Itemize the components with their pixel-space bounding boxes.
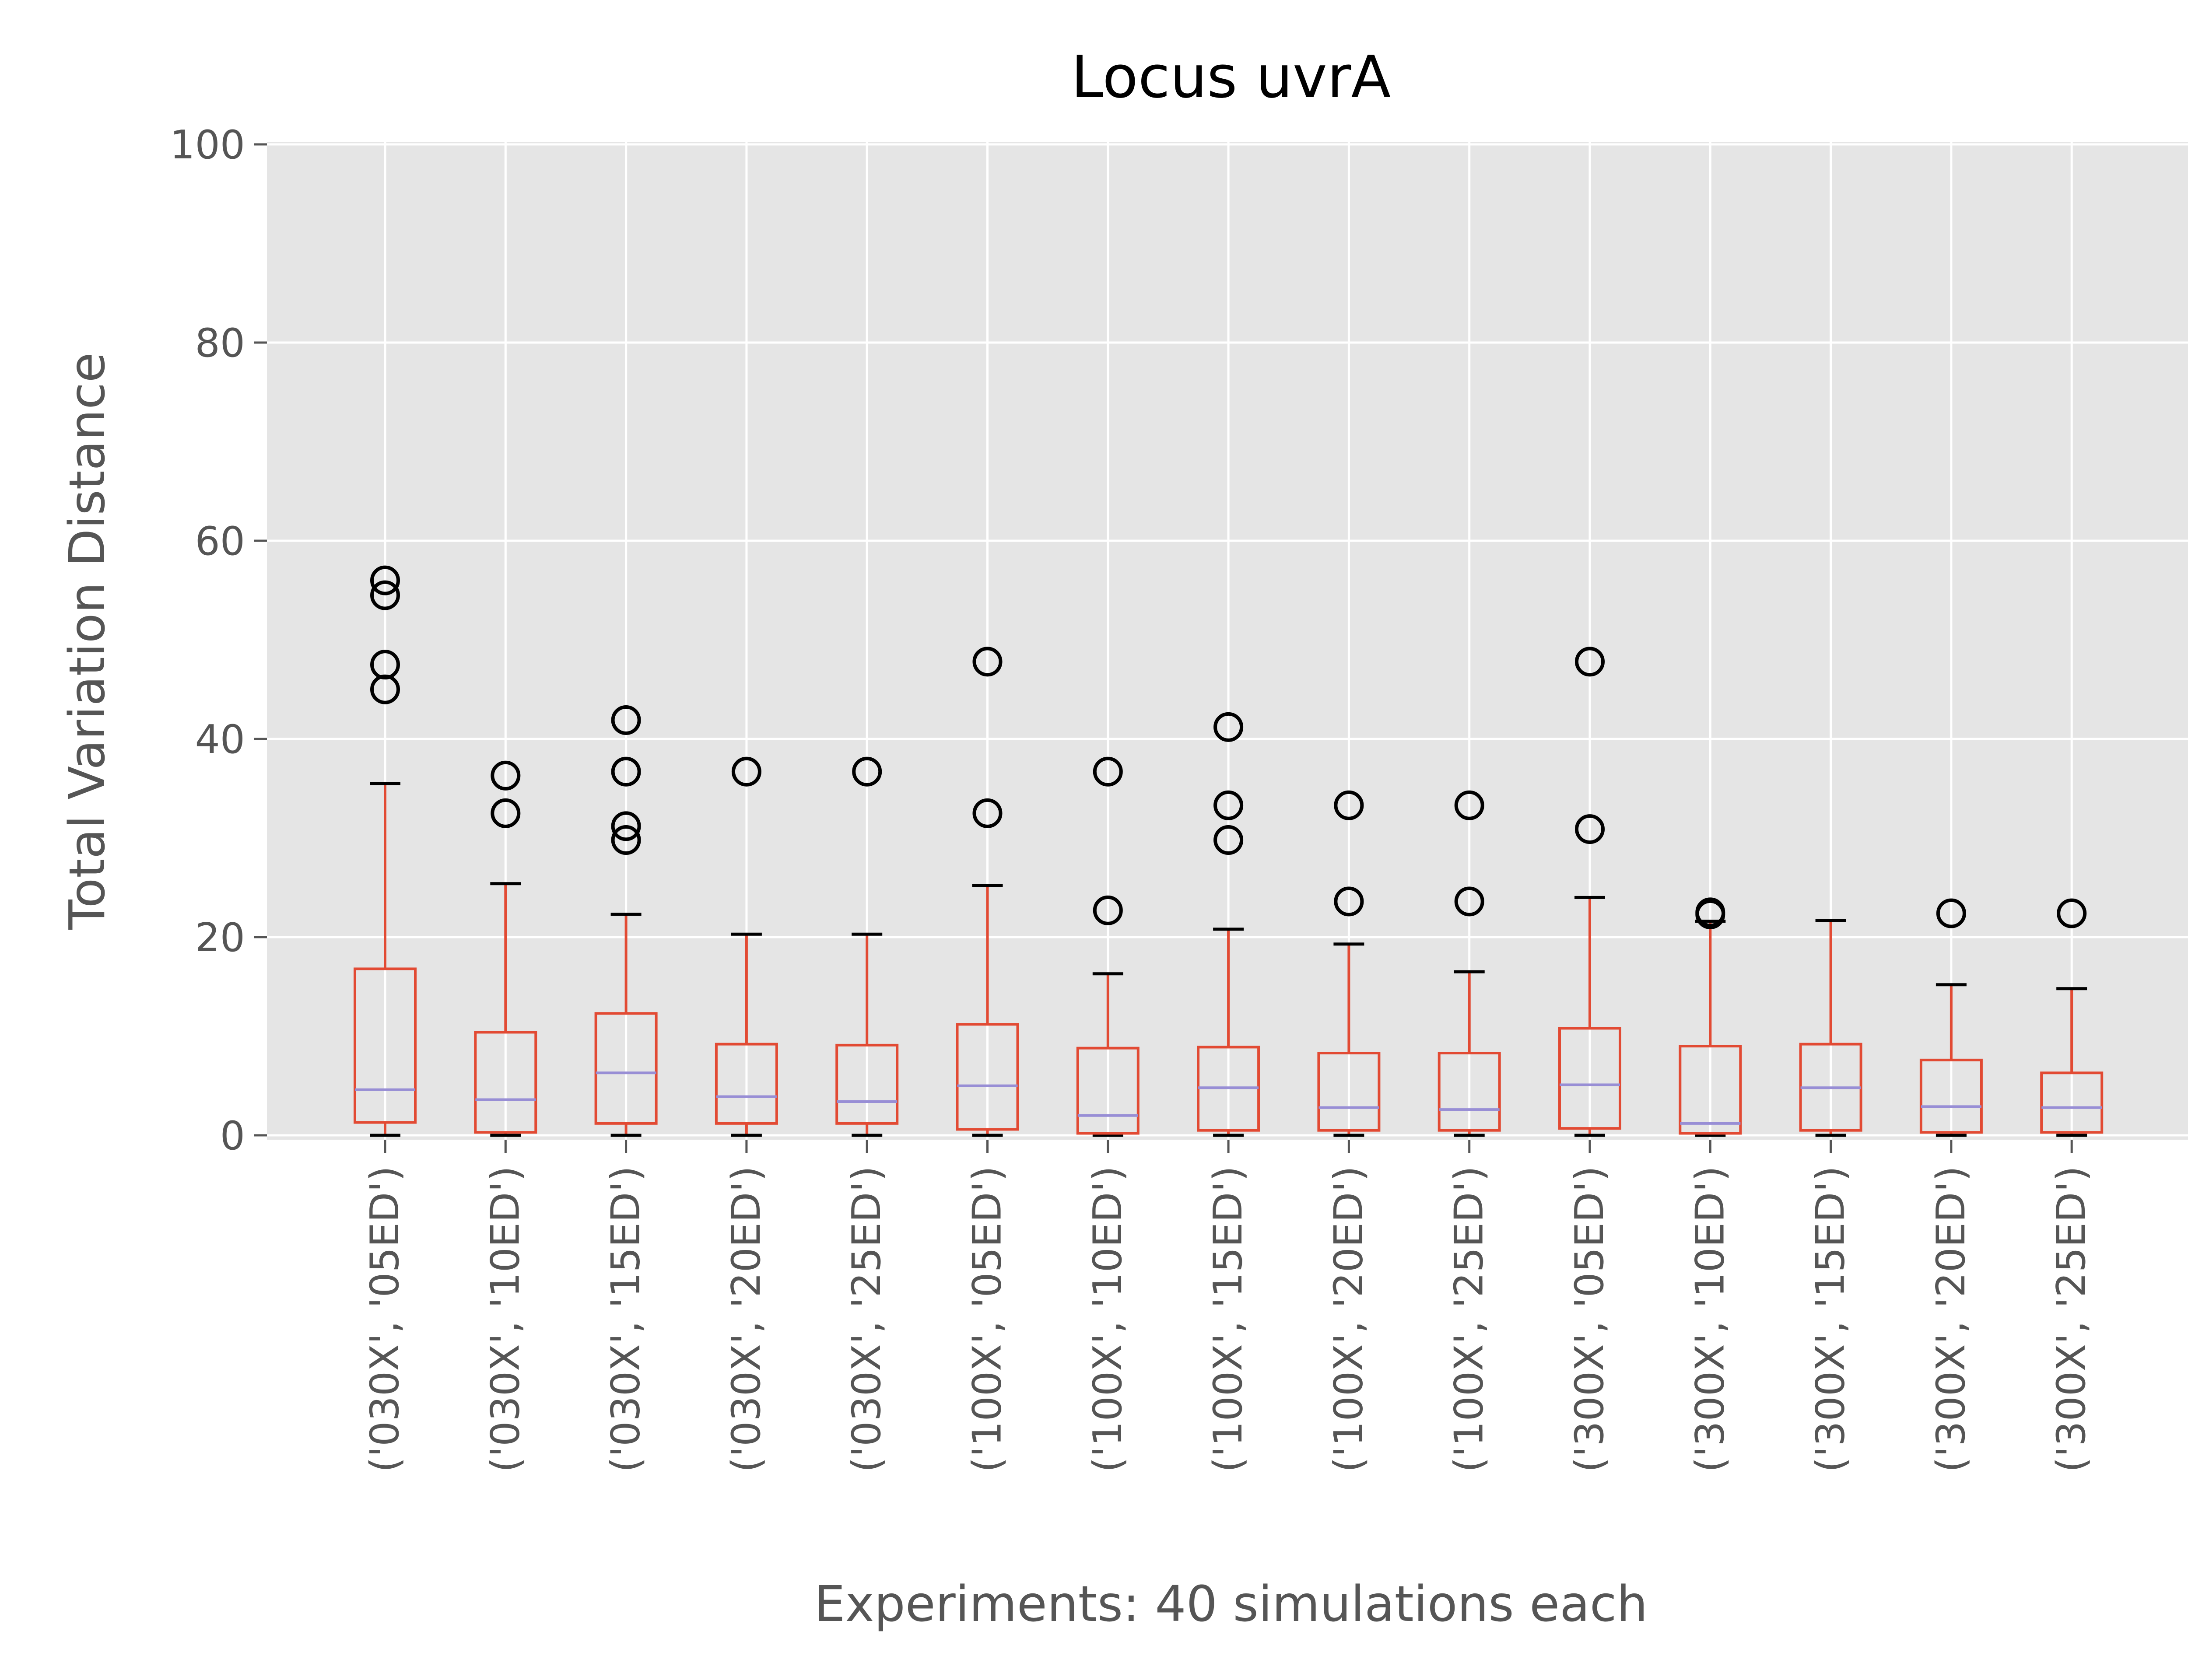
x-tick-label: ('030X', '05ED'): [362, 1166, 408, 1473]
y-tick-label: 40: [195, 717, 245, 763]
y-tick-label: 60: [195, 518, 245, 564]
box: [474, 1031, 537, 1134]
box-group: [1317, 790, 1381, 1137]
x-tick-label: ('100X', '20ED'): [1325, 1166, 1371, 1473]
box-group: [1076, 756, 1140, 1137]
x-tick-label: ('030X', '15ED'): [603, 1166, 649, 1473]
box-group: [1679, 897, 1742, 1137]
flier-point: [1575, 814, 1605, 844]
box-group: [1919, 898, 1983, 1137]
flier-point: [1213, 712, 1244, 742]
flier-point: [611, 825, 641, 855]
chart-title: Locus uvrA: [1071, 44, 1391, 111]
y-tick-label: 20: [195, 915, 245, 961]
flier-point: [370, 565, 400, 595]
box: [1558, 1027, 1621, 1130]
flier-point: [370, 650, 400, 680]
box: [594, 1012, 658, 1125]
x-tick-label: ('100X', '05ED'): [964, 1166, 1010, 1473]
box-group: [835, 756, 899, 1137]
flier-point: [1093, 895, 1123, 925]
y-tick-label: 0: [220, 1113, 245, 1159]
x-axis-label: Experiments: 40 simulations each: [814, 1576, 1648, 1633]
x-tick-label: ('300X', '15ED'): [1808, 1166, 1854, 1473]
y-axis-label: Total Variation Distance: [59, 352, 116, 930]
x-tick-label: ('300X', '10ED'): [1687, 1166, 1733, 1473]
box-group: [1197, 712, 1260, 1137]
flier-point: [491, 798, 521, 828]
box: [1438, 1052, 1501, 1132]
x-tick-label: ('300X', '05ED'): [1567, 1166, 1613, 1473]
box-group: [1799, 918, 1862, 1137]
flier-point: [1213, 825, 1244, 855]
box: [1076, 1046, 1140, 1135]
x-axis: ('030X', '05ED') ('030X', '10ED') ('030X',…: [362, 1140, 2094, 1473]
flier-point: [1454, 886, 1484, 917]
flier-point: [1334, 886, 1364, 917]
flier-point: [972, 798, 1003, 828]
x-tick-label: ('100X', '10ED'): [1085, 1166, 1131, 1473]
flier-point: [1454, 790, 1484, 820]
x-tick-label: ('100X', '15ED'): [1205, 1166, 1251, 1473]
flier-point: [611, 705, 641, 735]
box: [956, 1023, 1019, 1131]
flier-point: [370, 580, 400, 610]
box: [2040, 1071, 2104, 1134]
box: [1919, 1058, 1983, 1134]
y-axis: 0 20 40 60 80 100: [170, 122, 267, 1159]
flier-point: [1213, 790, 1244, 820]
box: [1317, 1052, 1381, 1132]
x-tick-label: ('300X', '25ED'): [2048, 1166, 2094, 1473]
flier-point: [1575, 647, 1605, 677]
box: [835, 1043, 899, 1125]
box-group: [594, 705, 658, 1137]
y-tick-label: 80: [195, 320, 245, 366]
flier-point: [1936, 898, 1966, 928]
box-group: [2040, 898, 2104, 1137]
box-group: [1558, 647, 1621, 1137]
box-group: [1438, 790, 1501, 1137]
box: [715, 1043, 778, 1125]
flier-point: [491, 760, 521, 791]
flier-point: [2057, 898, 2087, 928]
flier-point: [1695, 897, 1725, 928]
box: [1679, 1045, 1742, 1135]
flier-point: [731, 756, 761, 787]
x-tick-label: ('300X', '20ED'): [1928, 1166, 1974, 1473]
box: [354, 967, 417, 1124]
flier-point: [1093, 756, 1123, 787]
x-tick-label: ('030X', '20ED'): [723, 1166, 769, 1473]
x-tick-label: ('030X', '10ED'): [482, 1166, 528, 1473]
flier-point: [611, 756, 641, 787]
flier-point: [852, 756, 882, 787]
box-group: [956, 647, 1019, 1137]
flier-point: [611, 811, 641, 841]
flier-point: [972, 647, 1003, 677]
flier-point: [1334, 790, 1364, 820]
boxes: [354, 565, 2104, 1137]
box-group: [715, 756, 778, 1137]
x-tick-label: ('030X', '25ED'): [844, 1166, 890, 1473]
box-group: [474, 760, 537, 1137]
box-group: [354, 565, 417, 1137]
x-tick-label: ('100X', '25ED'): [1446, 1166, 1492, 1473]
y-tick-label: 100: [170, 122, 245, 168]
